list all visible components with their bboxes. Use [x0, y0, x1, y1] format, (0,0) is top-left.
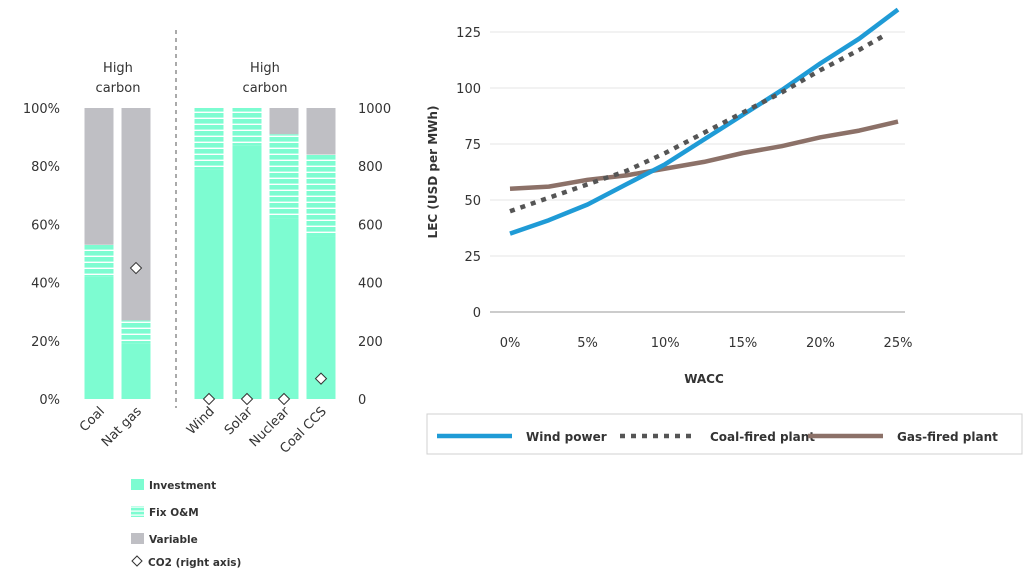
legend-label: CO2 (right axis): [148, 557, 241, 569]
right-axis-tick-label: 600: [358, 218, 383, 233]
category-label: Wind: [184, 404, 218, 438]
legend-co2-swatch: [131, 555, 143, 567]
legend-label: Wind power: [526, 430, 607, 444]
bar-investment: [84, 276, 114, 399]
x-tick-label: 10%: [651, 336, 680, 351]
bar-investment: [306, 236, 336, 399]
y-tick-label: 25: [464, 250, 481, 265]
category-label: Nat gas: [99, 404, 145, 450]
y-tick-label: 0: [473, 306, 481, 321]
bar-fix-om: [232, 108, 262, 146]
coal-fired-plant-line: [509, 34, 884, 214]
group-label: carbon: [243, 81, 288, 96]
bar-variable: [121, 108, 151, 321]
co2-marker: [314, 372, 328, 385]
line-chart: 0 25 50 75 100 125 0% 5% 10% 15% 20% 25% WACC LEC (US…: [426, 7, 1023, 455]
right-axis-tick-label: 0: [358, 393, 366, 408]
bar-variable: [84, 108, 114, 245]
x-tick-label: 0%: [500, 336, 521, 351]
group-label: High: [103, 61, 133, 76]
y-tick-label: 125: [456, 26, 481, 41]
bar-variable: [269, 108, 299, 135]
category-label: Solar: [222, 404, 256, 438]
wind-power-line: [509, 7, 900, 236]
left-axis-tick-label: 20%: [31, 335, 60, 350]
legend-label: Investment: [149, 480, 216, 492]
bar-fix-om: [121, 320, 151, 344]
bar-fix-om: [269, 134, 299, 219]
legend-swatch: [131, 506, 144, 517]
left-axis-tick-label: 80%: [31, 160, 60, 175]
legend-label: Coal-fired plant: [710, 430, 815, 444]
right-axis-tick-label: 1000: [358, 102, 391, 117]
co2-marker: [277, 392, 291, 406]
x-axis-title: WACC: [684, 372, 724, 386]
y-tick-label: 100: [456, 82, 481, 97]
legend-label: Gas-fired plant: [897, 430, 998, 444]
bar-variable: [306, 108, 336, 155]
legend-box: [426, 413, 1023, 455]
x-tick-label: 25%: [884, 336, 913, 351]
bar-investment: [232, 145, 262, 399]
bar-fix-om: [306, 154, 336, 237]
legend-swatch: [131, 479, 144, 490]
right-axis-tick-label: 800: [358, 160, 383, 175]
y-tick-label: 50: [464, 194, 481, 209]
x-tick-label: 5%: [577, 336, 598, 351]
y-tick-label: 75: [464, 138, 481, 153]
legend-swatch: [131, 533, 144, 544]
x-tick-label: 15%: [728, 336, 757, 351]
bar-investment: [121, 343, 151, 399]
co2-marker: [240, 392, 254, 406]
legend-label: Variable: [149, 534, 198, 546]
right-axis-tick-label: 200: [358, 335, 383, 350]
bar-fix-om: [194, 108, 224, 170]
bar-investment: [269, 218, 299, 399]
bar-fix-om: [84, 244, 114, 277]
stacked-bar-chart: 0% 20% 40% 60% 80% 100% 0 200 400 600 800 1000 High c…: [23, 30, 391, 569]
category-label: Coal: [77, 404, 108, 435]
left-axis-tick-label: 0%: [39, 393, 60, 408]
gas-fired-plant-line: [509, 119, 899, 192]
group-label: High: [250, 61, 280, 76]
group-label: carbon: [96, 81, 141, 96]
co2-marker: [129, 261, 143, 275]
x-tick-label: 20%: [806, 336, 835, 351]
co2-marker: [202, 392, 216, 406]
left-axis-tick-label: 60%: [31, 218, 60, 233]
y-axis-title: LEC (USD per MWh): [426, 106, 440, 239]
right-axis-tick-label: 400: [358, 277, 383, 292]
legend-label: Fix O&M: [149, 507, 199, 519]
left-axis-tick-label: 100%: [23, 102, 60, 117]
bar-investment: [194, 169, 224, 399]
left-axis-tick-label: 40%: [31, 277, 60, 292]
